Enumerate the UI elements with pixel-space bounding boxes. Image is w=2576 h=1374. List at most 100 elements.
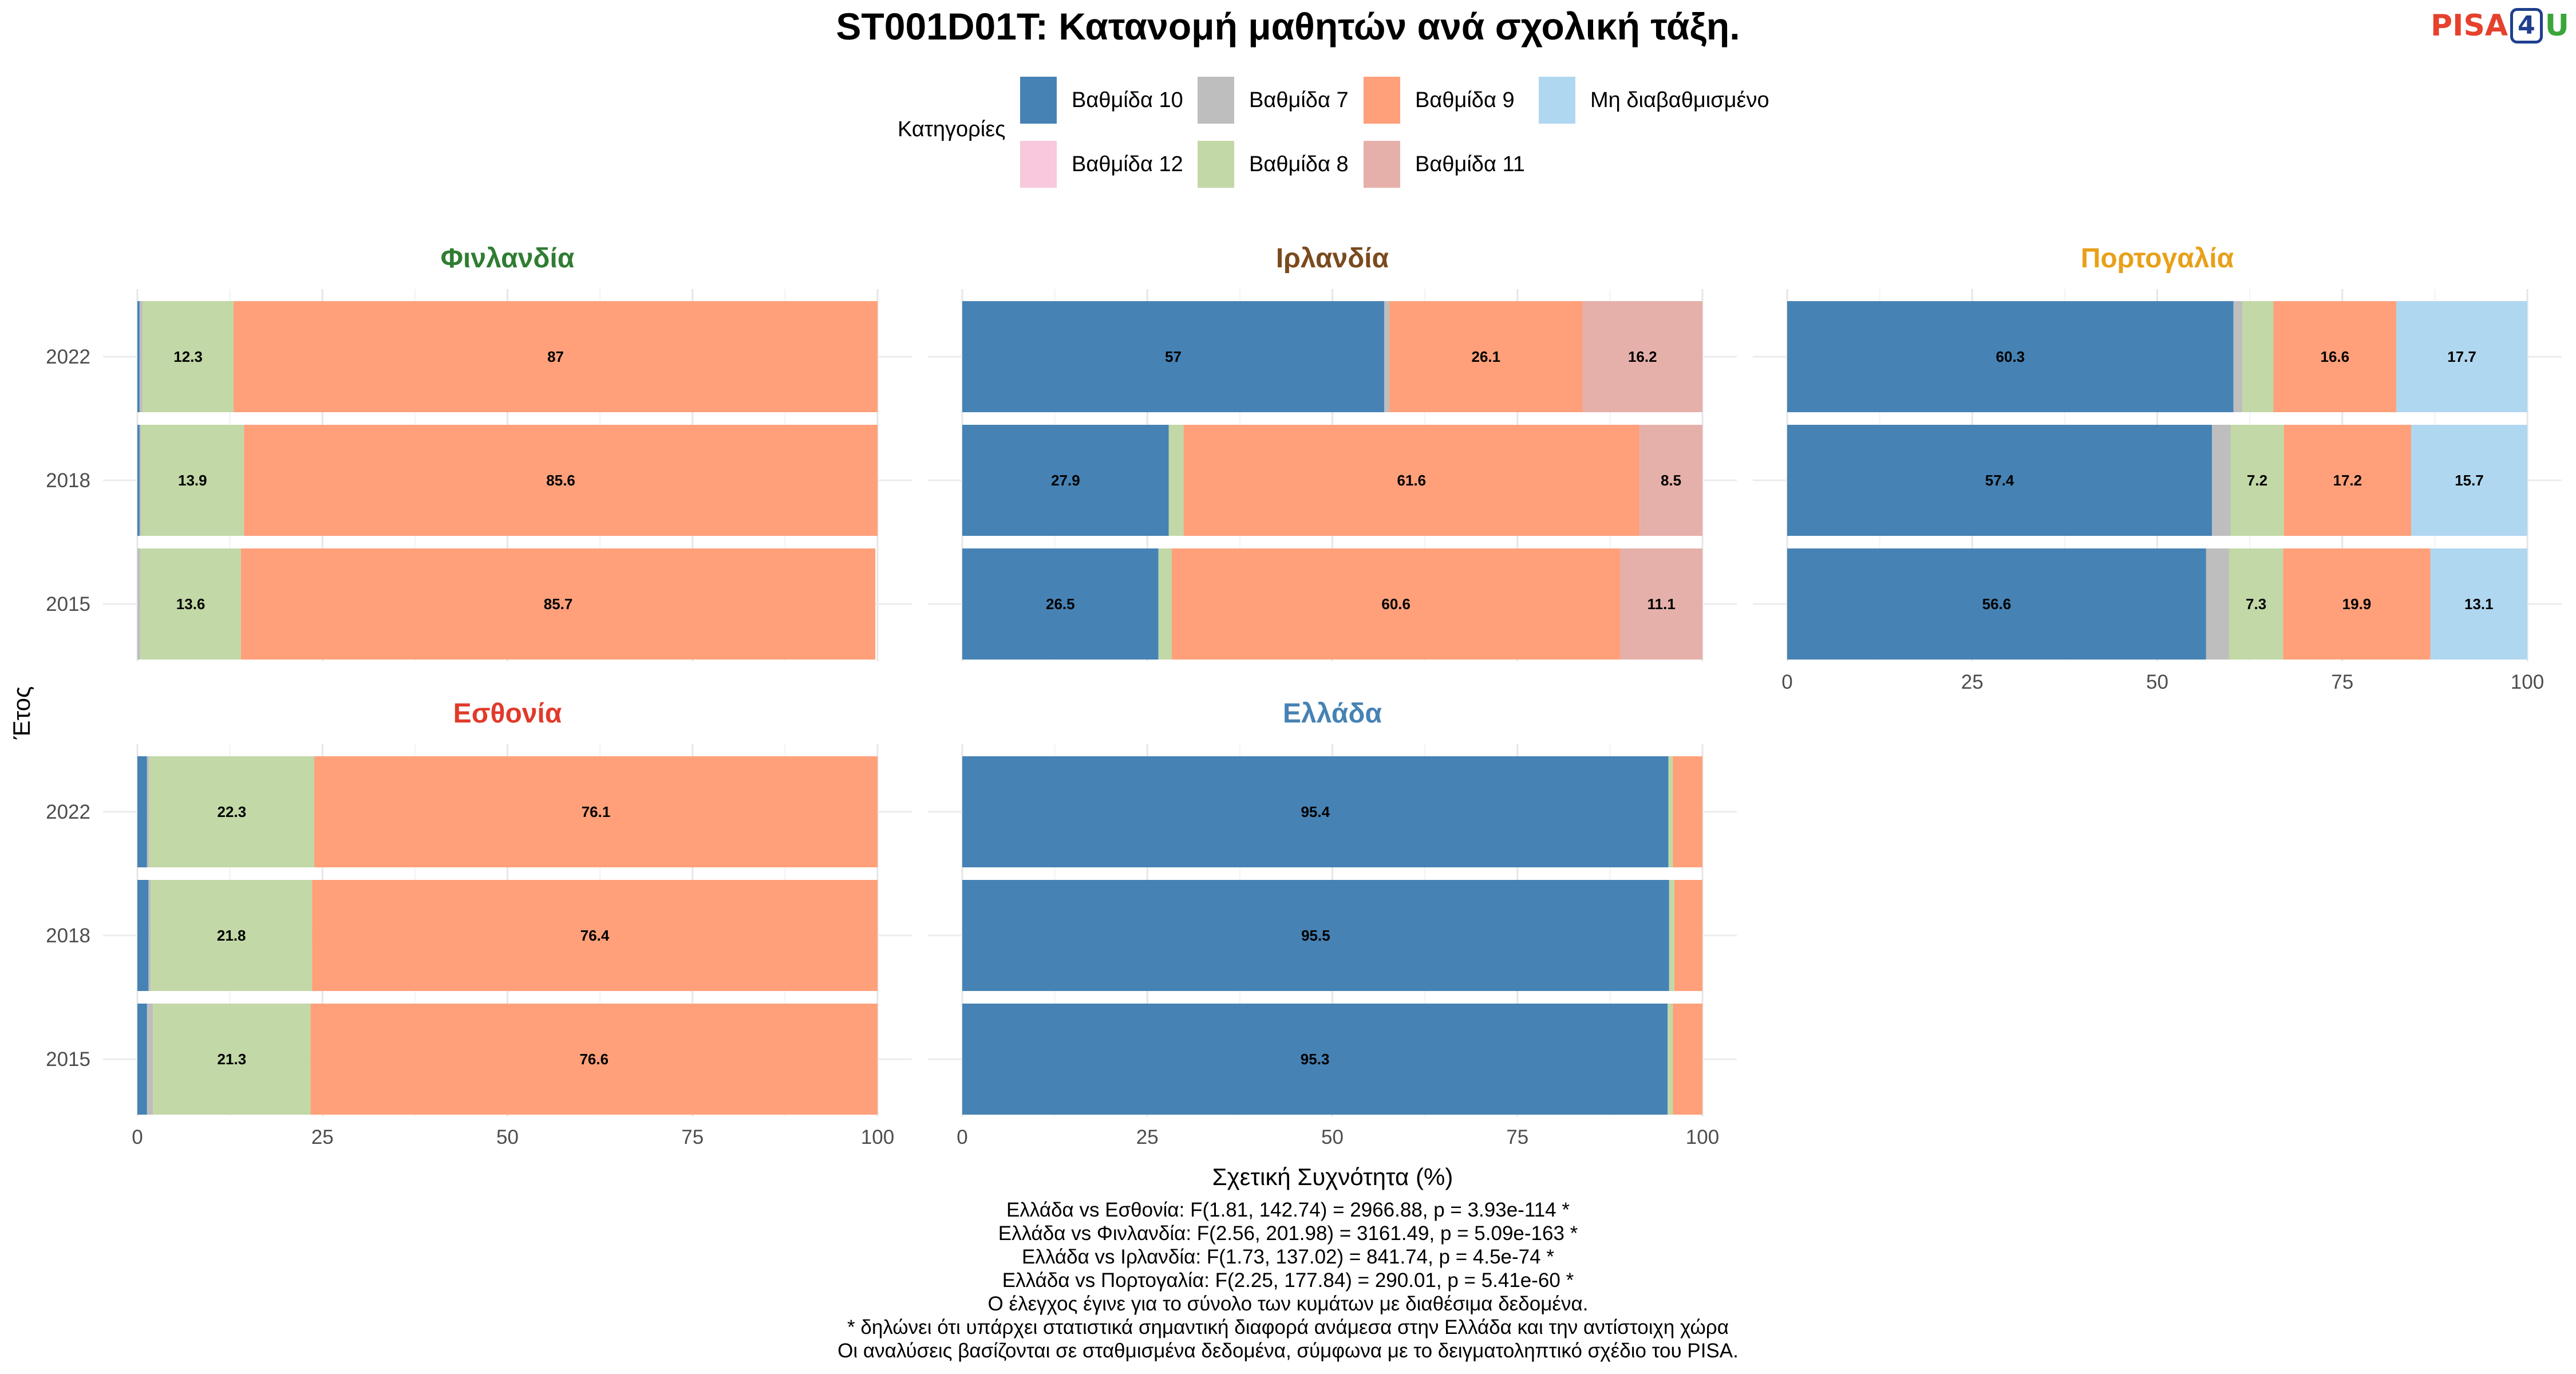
footnote-line: Ελλάδα vs Φινλανδία: F(2.56, 201.98) = 3… — [998, 1222, 1578, 1245]
bar-segment — [2242, 301, 2274, 412]
bar-segment — [2273, 301, 2397, 412]
logo-pisa-text: PISA — [2430, 9, 2508, 43]
bar-segment — [962, 548, 1159, 660]
bar-segment — [962, 880, 1669, 991]
x-tick-label: 25 — [1961, 671, 1984, 693]
bar-segment — [140, 548, 242, 660]
legend-item: Βαθμίδα 9 — [1364, 77, 1515, 124]
x-tick-label: 75 — [681, 1126, 704, 1148]
chart-title: ST001D01T: Κατανομή μαθητών ανά σχολική … — [836, 5, 1740, 48]
legend-swatch — [1198, 77, 1234, 124]
bar-value-label: 60.3 — [1996, 348, 2025, 365]
bar-segment — [2396, 301, 2527, 412]
bar-value-label: 57.4 — [1985, 472, 2014, 489]
bar-segment — [1171, 548, 1621, 660]
x-tick-label: 75 — [2331, 671, 2353, 693]
bar-value-label: 13.9 — [178, 472, 207, 489]
bar-segment — [151, 880, 313, 991]
legend-swatch — [1364, 77, 1400, 124]
bar-value-label: 61.6 — [1397, 472, 1427, 489]
footnote-line: Ελλάδα vs Ιρλανδία: F(1.73, 137.02) = 84… — [1022, 1246, 1554, 1268]
bar-value-label: 87 — [547, 348, 564, 365]
y-tick-label: 2022 — [46, 346, 90, 368]
legend-item: Βαθμίδα 10 — [1020, 77, 1183, 124]
bar-value-label: 57 — [1165, 348, 1182, 365]
legend-swatch — [1364, 141, 1400, 188]
footnote-line: Οι αναλύσεις βασίζονται σε σταθμισμένα δ… — [837, 1340, 1739, 1362]
bar-value-label: 7.3 — [2246, 595, 2266, 613]
bar-value-label: 76.4 — [580, 927, 610, 944]
x-tick-label: 100 — [2511, 671, 2544, 693]
bar-value-label: 21.8 — [217, 927, 246, 944]
legend-swatch — [1020, 141, 1057, 188]
legend-label: Βαθμίδα 12 — [1072, 152, 1183, 176]
facet-title: Εσθονία — [453, 698, 562, 729]
legend-title: Κατηγορίες — [898, 117, 1006, 141]
bar-segment — [1787, 425, 2212, 536]
bar-value-label: 8.5 — [1661, 472, 1681, 489]
y-axis-title: Έτος — [8, 686, 35, 740]
x-tick-label: 100 — [1686, 1126, 1719, 1148]
bar-segment — [1384, 301, 1390, 412]
bar-segment — [139, 425, 141, 536]
bar-segment — [153, 1004, 311, 1115]
bar-value-label: 7.2 — [2247, 472, 2267, 489]
bar-segment — [1669, 880, 1674, 991]
x-axis-title: Σχετική Συχνότητα (%) — [1212, 1163, 1453, 1190]
legend-item: Βαθμίδα 12 — [1020, 141, 1183, 188]
bar-value-label: 16.2 — [1628, 348, 1657, 365]
bar-value-label: 19.9 — [2342, 595, 2372, 613]
bar-segment — [137, 425, 140, 536]
bar-value-label: 21.3 — [218, 1051, 247, 1068]
bar-segment — [234, 301, 878, 412]
bar-segment — [2283, 548, 2431, 660]
bar-segment — [137, 880, 149, 991]
bar-segment — [137, 756, 147, 867]
bar-value-label: 76.1 — [582, 803, 611, 820]
bar-value-label: 95.5 — [1301, 927, 1330, 944]
bar-segment — [312, 880, 878, 991]
legend-label: Βαθμίδα 7 — [1249, 88, 1349, 112]
legend-label: Βαθμίδα 11 — [1415, 152, 1525, 176]
bar-segment — [1168, 425, 1184, 536]
footnote-line: Ελλάδα vs Πορτογαλία: F(2.25, 177.84) = … — [1002, 1269, 1574, 1292]
bar-segment — [147, 1004, 153, 1115]
bar-value-label: 60.6 — [1381, 595, 1411, 613]
bar-value-label: 95.3 — [1301, 1051, 1330, 1068]
bar-segment — [2230, 425, 2284, 536]
bar-segment — [1668, 756, 1673, 867]
bar-segment — [314, 756, 878, 867]
bar-segment — [1158, 548, 1172, 660]
bar-segment — [962, 425, 1169, 536]
bar-segment — [2229, 548, 2283, 660]
bar-segment — [1673, 756, 1702, 867]
bar-segment — [141, 425, 244, 536]
bar-segment — [2233, 301, 2243, 412]
legend-item: Βαθμίδα 7 — [1198, 77, 1349, 124]
logo-four-text: 4 — [2510, 8, 2543, 44]
facet-title: Ελλάδα — [1283, 698, 1382, 729]
legend-swatch — [1198, 141, 1234, 188]
legend-item: Μη διαβαθμισμένο — [1539, 77, 1769, 124]
footnote-line: Ελλάδα vs Εσθονία: F(1.81, 142.74) = 296… — [1006, 1199, 1570, 1221]
bar-segment — [1389, 301, 1583, 412]
footnote-line: * δηλώνει ότι υπάρχει στατιστικά σημαντι… — [847, 1316, 1729, 1339]
bar-segment — [137, 301, 140, 412]
y-tick-label: 2018 — [46, 925, 90, 947]
bar-segment — [137, 548, 141, 660]
bar-segment — [2212, 425, 2231, 536]
bar-segment — [2430, 548, 2527, 660]
bar-value-label: 13.1 — [2464, 595, 2494, 613]
bar-value-label: 76.6 — [579, 1051, 609, 1068]
x-tick-label: 0 — [957, 1126, 967, 1148]
bar-segment — [1582, 301, 1702, 412]
bar-segment — [962, 301, 1385, 412]
bar-segment — [1787, 301, 2234, 412]
legend-item: Βαθμίδα 11 — [1364, 141, 1525, 188]
bar-value-label: 16.6 — [2321, 348, 2350, 365]
x-tick-label: 25 — [1136, 1126, 1159, 1148]
legend-label: Βαθμίδα 8 — [1249, 152, 1349, 176]
y-tick-label: 2022 — [46, 801, 90, 823]
bar-segment — [149, 756, 315, 867]
x-tick-label: 0 — [132, 1126, 143, 1148]
